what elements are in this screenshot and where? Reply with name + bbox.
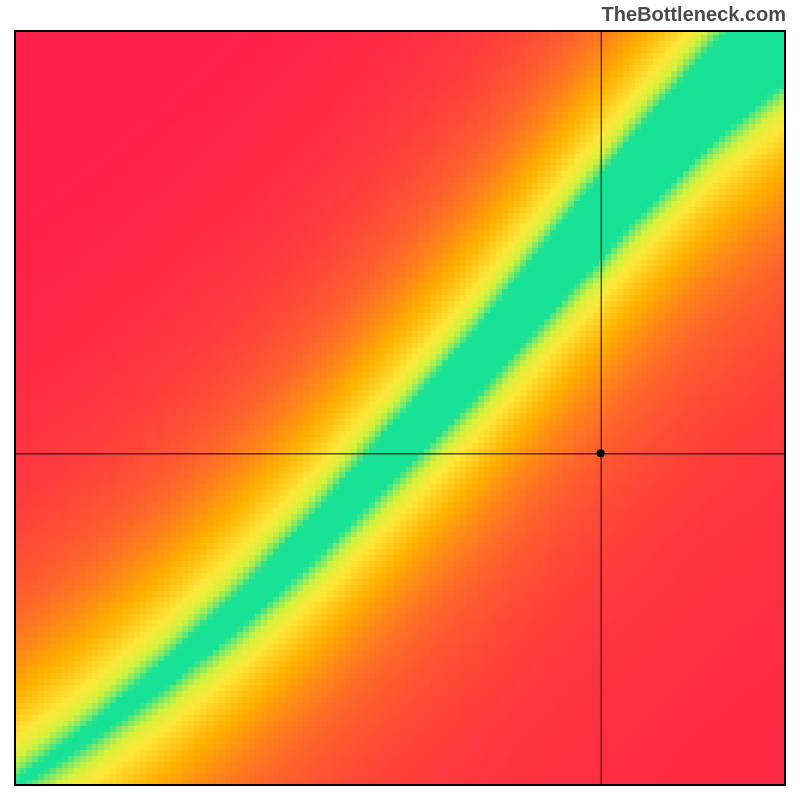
- watermark-text: TheBottleneck.com: [602, 4, 786, 27]
- heatmap-plot: [14, 30, 786, 786]
- heatmap-canvas: [14, 30, 786, 786]
- chart-container: TheBottleneck.com: [0, 0, 800, 800]
